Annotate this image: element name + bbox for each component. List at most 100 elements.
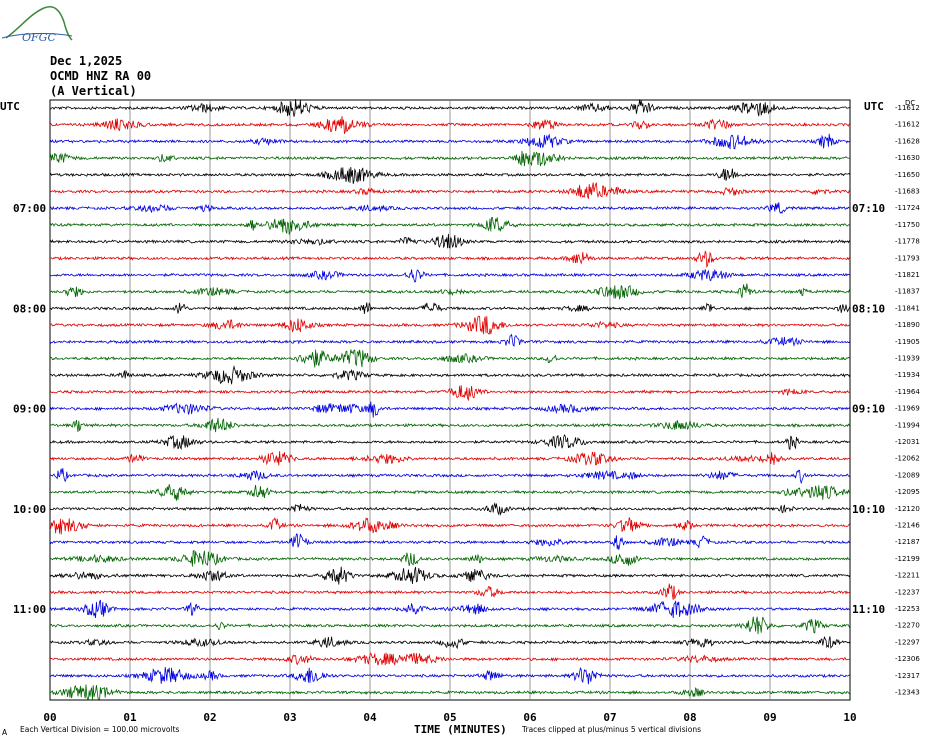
dc-offset-label: -12343 bbox=[895, 689, 920, 697]
right-axis-label: UTC bbox=[864, 100, 884, 113]
seismic-trace-row bbox=[49, 401, 851, 418]
left-time-label: 07:00 bbox=[13, 202, 46, 215]
x-tick-labels: 00 01 02 03 04 05 06 07 08 09 10 bbox=[43, 711, 856, 724]
logo-text: OFGC bbox=[22, 31, 56, 44]
left-time-label: 08:00 bbox=[13, 302, 46, 315]
right-time-label: 10:10 bbox=[852, 503, 885, 516]
dc-offset-label: -12253 bbox=[895, 605, 920, 613]
logo: OFGC bbox=[1, 6, 73, 44]
seismic-trace-row bbox=[49, 365, 851, 385]
seismic-trace-row bbox=[49, 517, 851, 535]
seismic-trace-row bbox=[49, 333, 851, 348]
x-tick-label: 08 bbox=[683, 711, 696, 724]
trace-group bbox=[49, 99, 851, 701]
left-time-label: 09:00 bbox=[13, 403, 46, 416]
seismic-trace-row bbox=[49, 385, 851, 402]
dc-offset-label: -11724 bbox=[895, 204, 920, 212]
dc-offset-label: -11905 bbox=[895, 338, 920, 346]
dc-offset-label: -11890 bbox=[895, 321, 920, 329]
seismic-trace-row bbox=[49, 116, 851, 134]
seismic-trace-row bbox=[49, 250, 851, 269]
seismic-trace-row bbox=[49, 217, 851, 236]
dc-offset-label: -12297 bbox=[895, 638, 920, 646]
dc-offset-label: -11969 bbox=[895, 405, 920, 413]
x-tick-label: 10 bbox=[843, 711, 856, 724]
seismic-trace-row bbox=[49, 166, 851, 184]
seismic-trace-row bbox=[49, 434, 851, 451]
logo-swoosh bbox=[1, 33, 73, 39]
dc-offset-label: -11821 bbox=[895, 271, 920, 279]
seismic-trace-row bbox=[49, 315, 850, 335]
dc-offset-label: -11630 bbox=[895, 154, 920, 162]
left-time-label: 11:00 bbox=[13, 603, 46, 616]
seismic-trace-row bbox=[49, 233, 851, 249]
dc-offset-labels: -11612 -11612 -11628 -11630 -11650 -11683 -117… bbox=[895, 104, 920, 697]
seismic-trace-row bbox=[49, 684, 851, 701]
seismic-trace-row bbox=[49, 182, 851, 199]
seismic-trace-row bbox=[49, 636, 851, 650]
vertical-division-note: Each Vertical Division = 100.00 microvol… bbox=[20, 725, 180, 734]
seismic-trace-row bbox=[49, 133, 851, 150]
x-tick-label: 06 bbox=[523, 711, 537, 724]
seismic-trace-row bbox=[49, 616, 851, 635]
seismic-trace-row bbox=[49, 202, 851, 214]
corner-mark: A bbox=[2, 728, 8, 737]
seismic-trace-row bbox=[49, 150, 851, 167]
dc-offset-label: -11964 bbox=[895, 388, 920, 396]
right-time-label: 11:10 bbox=[852, 603, 885, 616]
seismic-trace-row bbox=[49, 468, 851, 485]
dc-label: DC bbox=[905, 99, 915, 107]
dc-offset-label: -11683 bbox=[895, 188, 920, 196]
clipping-note: Traces clipped at plus/minus 5 vertical … bbox=[521, 725, 701, 734]
x-tick-label: 03 bbox=[283, 711, 296, 724]
mountain-logo-icon bbox=[5, 6, 73, 41]
dc-offset-label: -11939 bbox=[895, 355, 920, 363]
x-tick-label: 00 bbox=[43, 711, 56, 724]
component-label: (A Vertical) bbox=[50, 84, 137, 98]
dc-offset-label: -11994 bbox=[895, 421, 920, 429]
dc-offset-label: -11841 bbox=[895, 304, 920, 312]
dc-offset-label: -11612 bbox=[895, 104, 920, 112]
dc-offset-label: -12062 bbox=[895, 455, 920, 463]
seismic-trace-row bbox=[49, 501, 851, 516]
station-code: OCMD HNZ RA 00 bbox=[50, 69, 151, 83]
seismic-trace-row bbox=[49, 99, 851, 117]
dc-offset-label: -12146 bbox=[895, 522, 920, 530]
seismic-trace-row bbox=[49, 666, 851, 685]
seismic-trace-row bbox=[49, 269, 851, 283]
dc-offset-label: -11837 bbox=[895, 288, 920, 296]
seismic-trace-row bbox=[49, 283, 851, 301]
seismic-trace-row bbox=[49, 566, 851, 585]
left-axis-label: UTC bbox=[0, 100, 20, 113]
x-tick-label: 04 bbox=[363, 711, 377, 724]
dc-offset-label: -11934 bbox=[895, 371, 920, 379]
seismic-trace-row bbox=[49, 302, 851, 314]
dc-offset-label: -12211 bbox=[895, 572, 920, 580]
x-tick-label: 07 bbox=[603, 711, 616, 724]
dc-offset-label: -12306 bbox=[895, 655, 920, 663]
seismic-trace-row bbox=[49, 533, 851, 550]
seismic-trace-row bbox=[49, 451, 851, 466]
dc-offset-label: -12317 bbox=[895, 672, 920, 680]
x-tick-label: 09 bbox=[763, 711, 776, 724]
dc-offset-label: -12270 bbox=[895, 622, 920, 630]
dc-offset-label: -11650 bbox=[895, 171, 920, 179]
seismic-trace-row bbox=[49, 349, 851, 368]
seismic-trace-row bbox=[49, 652, 851, 666]
seismic-trace-row bbox=[49, 599, 851, 619]
dc-offset-label: -12237 bbox=[895, 588, 920, 596]
dc-offset-label: -11793 bbox=[895, 254, 920, 262]
right-time-label: 09:10 bbox=[852, 403, 885, 416]
dc-offset-label: -12089 bbox=[895, 471, 920, 479]
seismic-trace-row bbox=[49, 583, 851, 600]
x-tick-label: 05 bbox=[443, 711, 456, 724]
seismic-trace-row bbox=[49, 417, 851, 433]
dc-offset-label: -11778 bbox=[895, 238, 920, 246]
dc-offset-label: -11628 bbox=[895, 137, 920, 145]
dc-offset-label: -12095 bbox=[895, 488, 920, 496]
grid-lines bbox=[49, 99, 851, 701]
dc-offset-label: -12199 bbox=[895, 555, 920, 563]
seismic-trace-row bbox=[49, 550, 851, 567]
dc-offset-label: -11612 bbox=[895, 121, 920, 129]
